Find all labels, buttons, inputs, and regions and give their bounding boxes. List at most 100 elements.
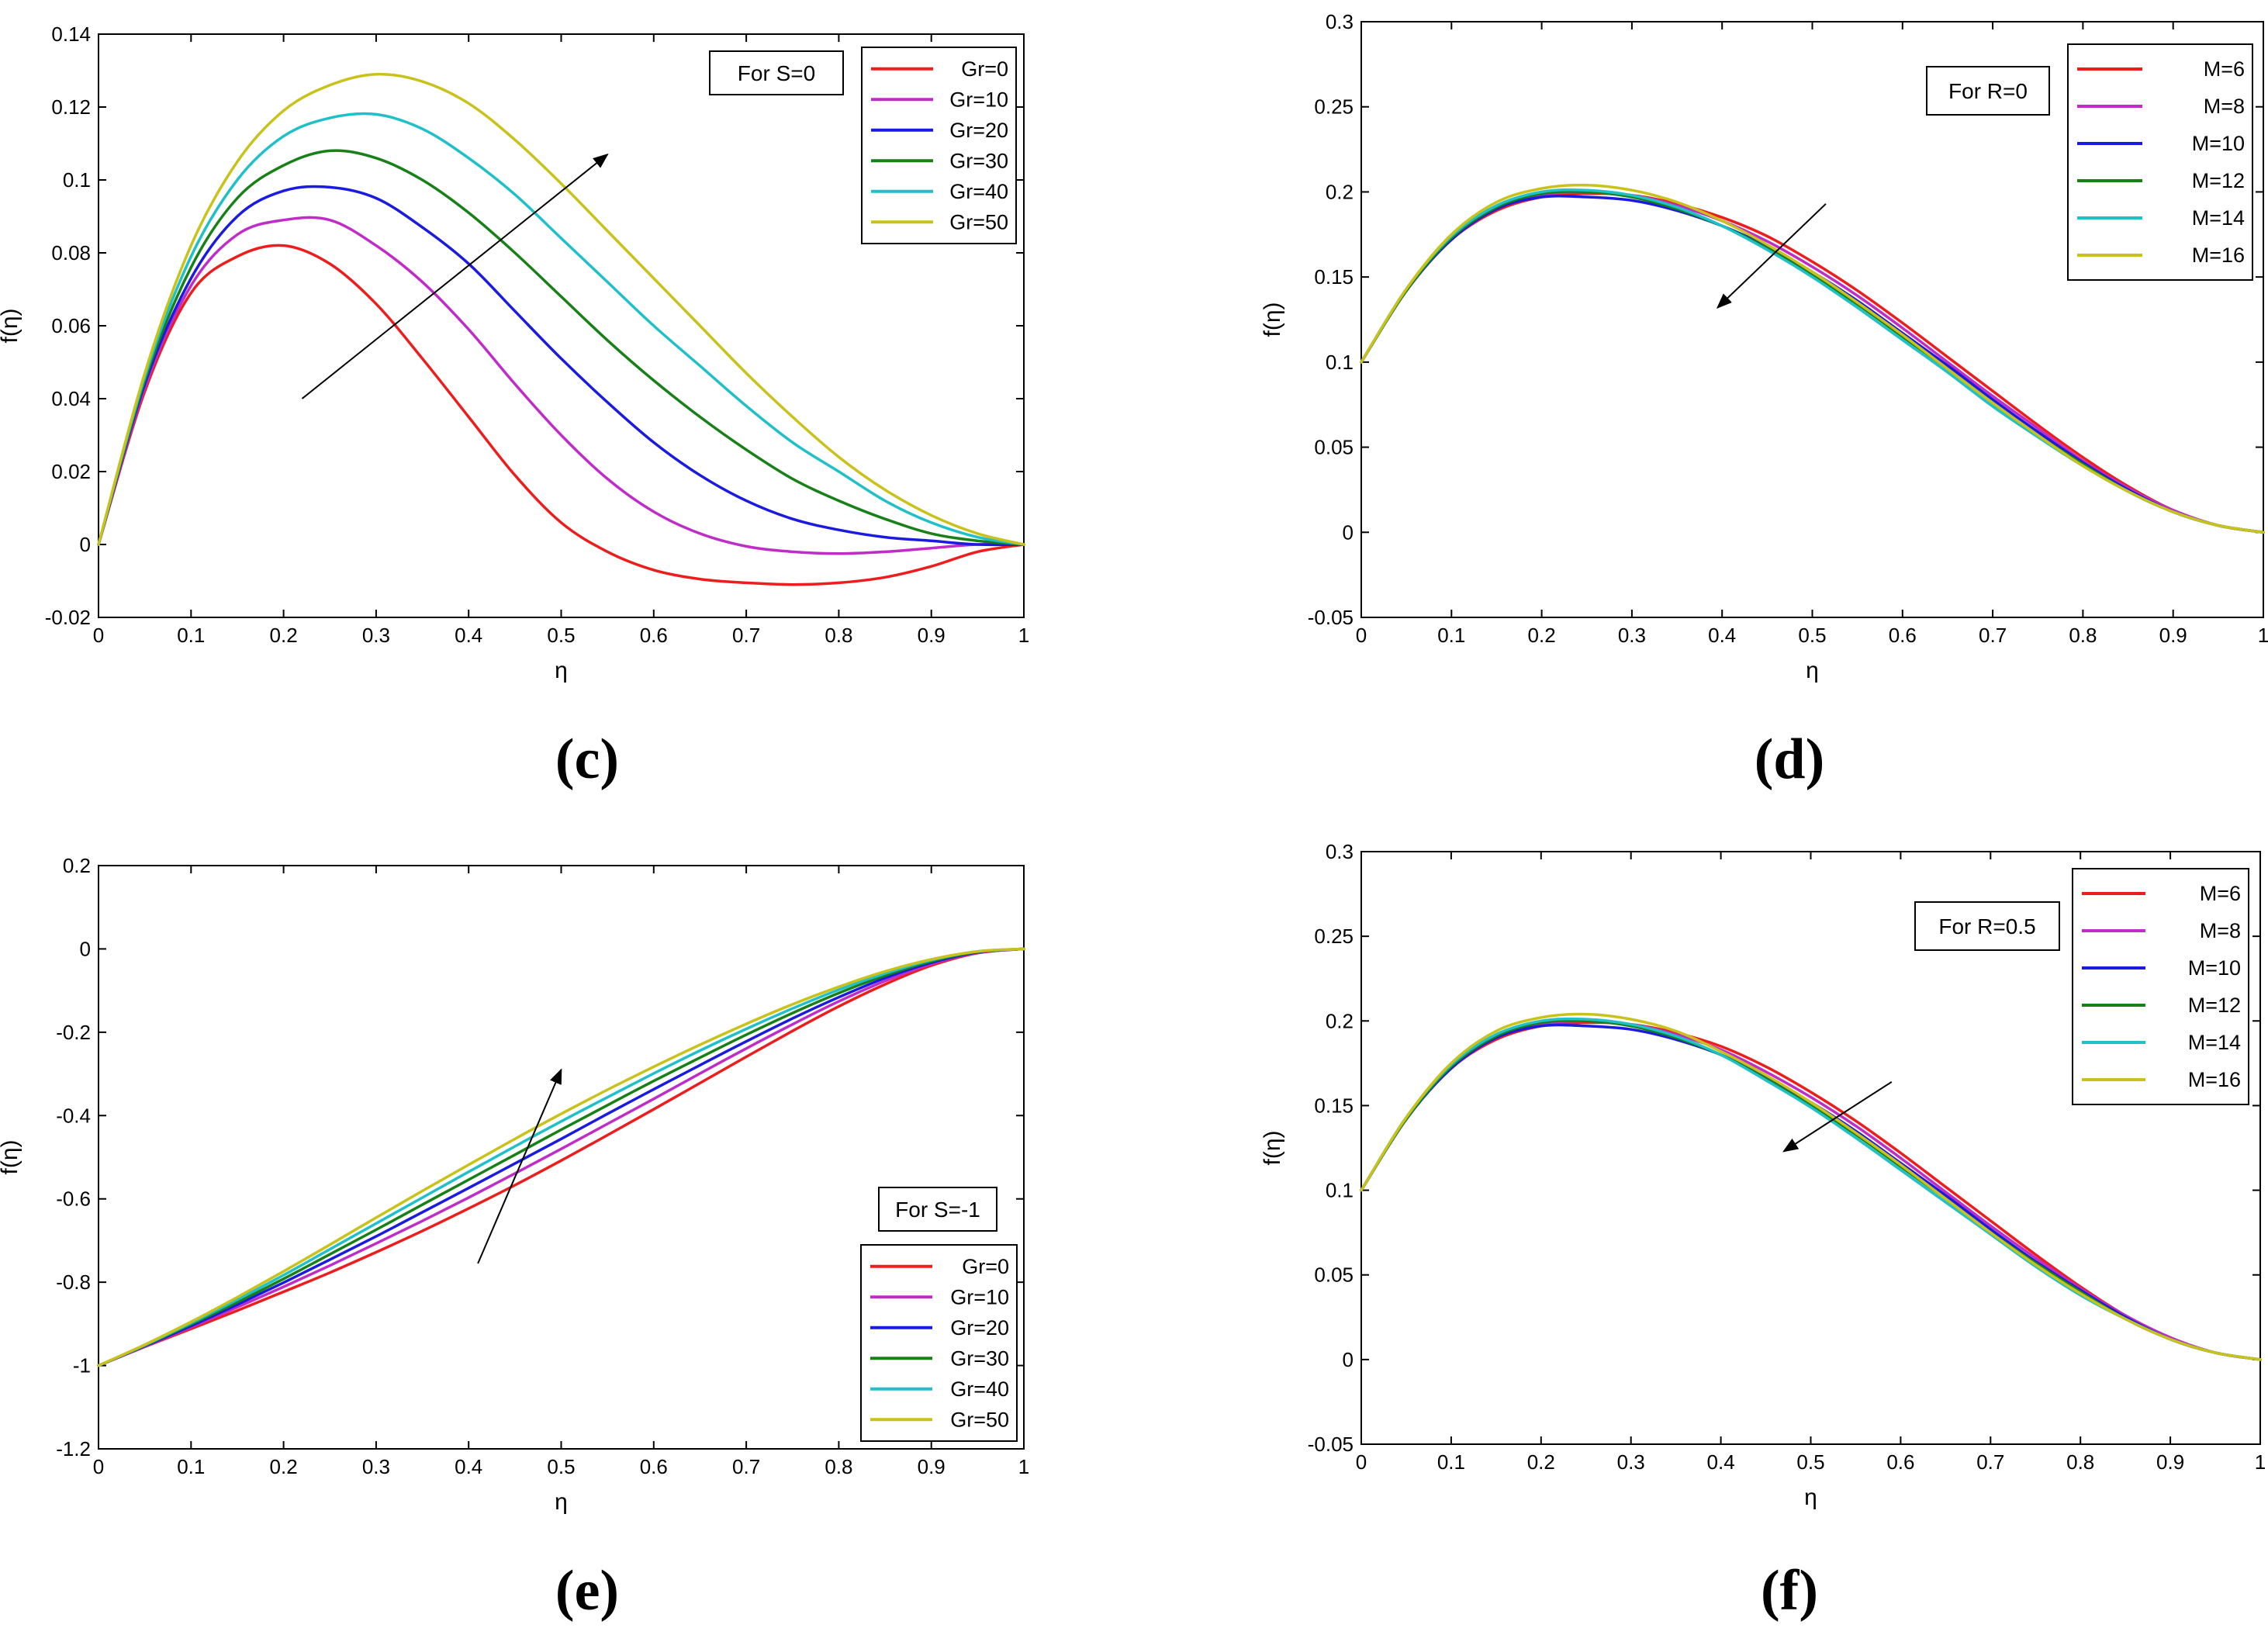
x-tick-label: 0.4 <box>455 1455 482 1478</box>
x-tick-label: 0 <box>1356 1450 1367 1474</box>
y-tick-label: -1.2 <box>56 1437 91 1460</box>
x-tick-label: 0.3 <box>1617 1450 1645 1474</box>
legend-box <box>2072 868 2249 1105</box>
x-tick-label: 0.3 <box>362 1455 390 1478</box>
x-tick-label: 0.6 <box>1886 1450 1914 1474</box>
x-axis-label: η <box>555 658 568 683</box>
series-line-Gr=40 <box>97 947 1025 1367</box>
x-tick-label: 0 <box>93 1455 104 1478</box>
x-tick-label: 0.2 <box>1527 1450 1555 1474</box>
y-tick-label: -0.6 <box>56 1187 91 1211</box>
legend-box <box>2067 43 2253 281</box>
y-tick-label: 0 <box>1343 520 1354 544</box>
x-tick-label: 0.7 <box>732 624 760 647</box>
x-tick-label: 0.1 <box>177 1455 205 1478</box>
chart-panel-c: 0 0.1 0.2 0.3 0.4 0.5 0.6 0.7 0.8 0.9 1-0.0200.020… <box>0 22 1029 791</box>
x-tick-label: 0.1 <box>1437 624 1465 647</box>
x-tick-label: 0.6 <box>640 624 668 647</box>
y-tick-label: -0.05 <box>1308 1433 1354 1456</box>
series-line-Gr=50 <box>97 72 1025 546</box>
legend-label: Gr=40 <box>950 1377 1009 1401</box>
legend-label: M=14 <box>2192 206 2245 230</box>
legend-label: M=6 <box>2204 57 2245 81</box>
x-tick-label: 0.2 <box>270 624 298 647</box>
annotation-text: For S=0 <box>738 61 815 85</box>
legend-label: Gr=20 <box>950 1316 1009 1339</box>
y-tick-label: 0.05 <box>1314 436 1354 459</box>
legend-box <box>861 47 1017 244</box>
y-tick-label: 0.15 <box>1314 1094 1354 1117</box>
x-tick-label: 0.8 <box>2069 624 2097 647</box>
legend-label: M=16 <box>2188 1068 2241 1091</box>
y-tick-label: 0.2 <box>1326 180 1354 203</box>
y-tick-label: 0.05 <box>1314 1263 1354 1287</box>
legend-label: Gr=20 <box>949 119 1008 142</box>
x-tick-label: 1 <box>1018 1455 1029 1478</box>
chart-panel-f: 0 0.1 0.2 0.3 0.4 0.5 0.6 0.7 0.8 0.9 1-0.0500.050… <box>1260 840 2266 1623</box>
legend-label: M=14 <box>2188 1031 2241 1054</box>
y-tick-label: -0.8 <box>56 1270 91 1294</box>
trend-arrow <box>301 153 609 399</box>
x-tick-label: 0.9 <box>918 624 946 647</box>
x-tick-label: 0.3 <box>362 624 390 647</box>
series-line-M=16 <box>1360 183 2265 534</box>
x-tick-label: 0.5 <box>547 1455 575 1478</box>
x-tick-label: 0.8 <box>825 624 852 647</box>
legend-label: M=12 <box>2192 169 2245 192</box>
y-tick-label: 0.12 <box>51 95 91 119</box>
y-tick-label: 0.1 <box>63 168 91 192</box>
legend-label: Gr=0 <box>961 57 1008 81</box>
x-tick-label: 0.7 <box>732 1455 760 1478</box>
x-tick-label: 1 <box>2255 1450 2266 1474</box>
y-tick-label: 0.06 <box>51 314 91 337</box>
x-tick-label: 0.9 <box>2159 624 2187 647</box>
y-axis-label: f(η) <box>1260 1131 1285 1166</box>
x-tick-label: 0.9 <box>2156 1450 2184 1474</box>
annotation-box <box>709 50 844 95</box>
series-line-M=6 <box>1360 192 2265 534</box>
y-tick-label: -1 <box>73 1354 91 1377</box>
x-tick-label: 0.2 <box>1528 624 1556 647</box>
legend-label: Gr=50 <box>950 1408 1009 1431</box>
y-tick-label: 0.08 <box>51 241 91 264</box>
y-tick-label: 0.2 <box>63 854 91 877</box>
y-tick-label: 0.3 <box>1326 840 1354 863</box>
y-tick-label: 0.1 <box>1326 1179 1354 1202</box>
y-tick-label: 0.2 <box>1326 1009 1354 1032</box>
series-line-Gr=30 <box>97 947 1025 1367</box>
y-tick-label: 0.3 <box>1326 10 1354 33</box>
y-tick-label: 0.02 <box>51 460 91 483</box>
annotation-box <box>1926 66 2050 116</box>
y-tick-label: 0.25 <box>1314 95 1354 119</box>
legend-label: Gr=30 <box>950 1346 1009 1370</box>
legend-label: M=10 <box>2188 956 2241 980</box>
x-axis-label: η <box>1804 1485 1817 1510</box>
series-line-Gr=20 <box>97 185 1025 547</box>
y-tick-label: -0.02 <box>45 606 91 629</box>
series-line-Gr=50 <box>97 947 1025 1367</box>
x-tick-label: 1 <box>2258 624 2268 647</box>
chart-panel-e: 0 0.1 0.2 0.3 0.4 0.5 0.6 0.7 0.8 0.9 1 -1.2 -1 -0.8 -… <box>0 854 1029 1623</box>
x-tick-label: 0.1 <box>177 624 205 647</box>
x-tick-label: 0.3 <box>1618 624 1646 647</box>
y-axis-label: f(η) <box>0 1140 22 1175</box>
x-tick-label: 0.4 <box>455 624 482 647</box>
panel-caption: (c) <box>555 728 619 791</box>
y-tick-label: -0.2 <box>56 1021 91 1044</box>
x-tick-label: 0.4 <box>1708 624 1736 647</box>
trend-arrow <box>1716 203 1827 309</box>
y-tick-label: 0 <box>1343 1348 1354 1371</box>
x-tick-label: 0.9 <box>918 1455 946 1478</box>
annotation-text: For R=0 <box>1948 79 2028 103</box>
annotation-box <box>878 1187 997 1232</box>
legend-label: Gr=0 <box>962 1255 1009 1278</box>
y-tick-label: 0.04 <box>51 387 91 410</box>
x-tick-label: 0.2 <box>270 1455 298 1478</box>
panel-caption: (d) <box>1755 728 1824 791</box>
y-axis-label: f(η) <box>0 309 22 344</box>
y-axis-label: f(η) <box>1260 302 1285 337</box>
legend-label: M=12 <box>2188 994 2241 1017</box>
chart-panel-d: 0 0.1 0.2 0.3 0.4 0.5 0.6 0.7 0.8 0.9 1-0.0500.050… <box>1260 10 2268 791</box>
x-tick-label: 0.5 <box>547 624 575 647</box>
